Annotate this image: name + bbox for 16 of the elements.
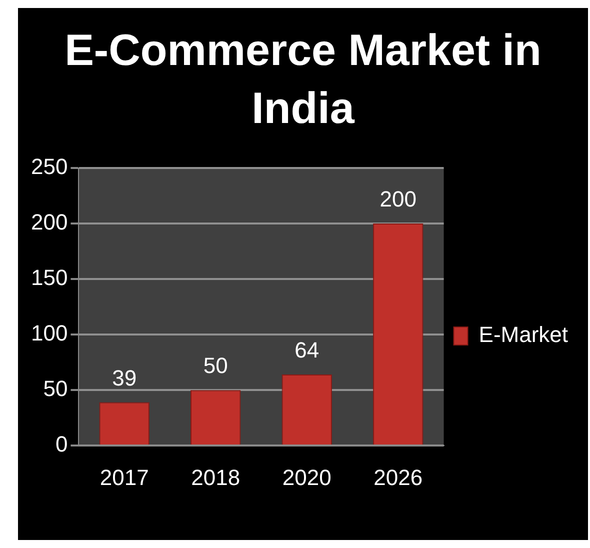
y-tick-label: 0 (55, 432, 68, 457)
x-tick-label: 2026 (374, 464, 423, 490)
data-label: 39 (112, 365, 137, 390)
x-tick-label: 2017 (100, 464, 149, 490)
x-tick-label: 2020 (282, 464, 332, 490)
x-tick-label: 2018 (191, 464, 240, 490)
y-tick-label: 100 (30, 320, 68, 346)
y-tick-label: 150 (30, 265, 68, 290)
data-label: 200 (380, 186, 416, 212)
y-tick-label: 50 (43, 376, 68, 402)
chart-title: E-Commerce Market in India (64, 25, 542, 135)
y-tick-label: 200 (30, 210, 68, 235)
data-label: 50 (203, 353, 228, 378)
y-tick-label: 250 (30, 154, 68, 180)
data-label: 64 (294, 338, 320, 363)
legend-label: E-Market (478, 322, 568, 348)
